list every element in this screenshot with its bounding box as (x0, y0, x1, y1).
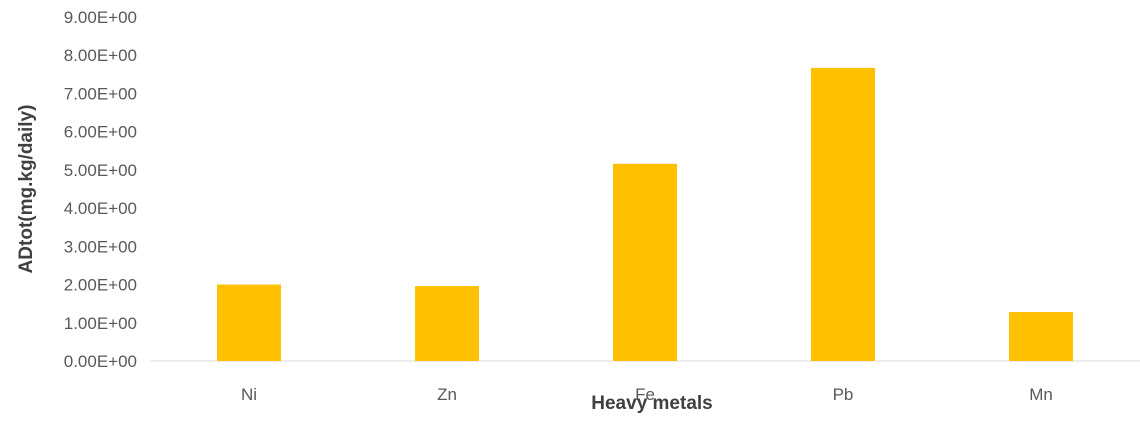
x-axis-labels: Ni Zn Fe Pb Mn (241, 385, 1053, 404)
y-tick-label: 8.00E+00 (64, 46, 137, 65)
y-tick-label: 0.00E+00 (64, 352, 137, 371)
y-tick-label: 6.00E+00 (64, 123, 137, 142)
bar-pb (811, 67, 875, 361)
x-tick-label-ni: Ni (241, 385, 257, 404)
y-axis-ticks: 0.00E+00 1.00E+00 2.00E+00 3.00E+00 4.00E+00… (64, 8, 137, 371)
bars (217, 67, 1073, 361)
bar-zn (415, 286, 479, 361)
x-tick-label-fe: Fe (635, 385, 655, 404)
y-tick-label: 1.00E+00 (64, 314, 137, 333)
x-axis-title: Heavy metals (591, 393, 712, 414)
y-tick-label: 9.00E+00 (64, 8, 137, 27)
y-tick-label: 2.00E+00 (64, 276, 137, 295)
y-tick-label: 5.00E+00 (64, 161, 137, 180)
y-tick-label: 4.00E+00 (64, 199, 137, 218)
y-tick-label: 3.00E+00 (64, 237, 137, 256)
bar-mn (1009, 312, 1073, 361)
bar-ni (217, 284, 281, 361)
x-tick-label-pb: Pb (833, 385, 854, 404)
x-tick-label-zn: Zn (437, 385, 457, 404)
bar-fe (613, 163, 677, 361)
y-tick-label: 7.00E+00 (64, 84, 137, 103)
x-tick-label-mn: Mn (1029, 385, 1053, 404)
y-axis-title: ADtot(mg.kg/daily) (16, 105, 37, 274)
